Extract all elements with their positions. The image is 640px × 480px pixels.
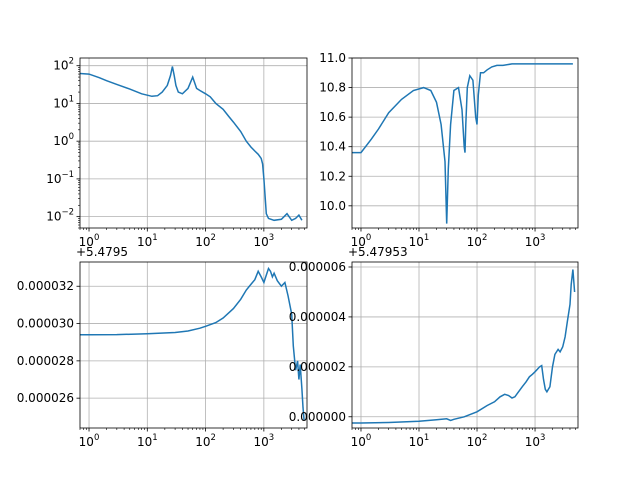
x-tick-label: 103 bbox=[254, 233, 275, 249]
y-tick-label: 0.000028 bbox=[17, 354, 74, 368]
series-line bbox=[352, 269, 576, 424]
y-tick-label: 10.8 bbox=[319, 81, 346, 95]
x-tick-label: 102 bbox=[195, 433, 216, 449]
subplot-4: 100 101 102 103 0.000000 0.000002 0.000004 0.00… bbox=[289, 245, 579, 449]
series-line bbox=[80, 266, 305, 421]
y-tick-label: 102 bbox=[53, 57, 74, 73]
subplot-3: 100 101 102 103 0.000026 0.000028 0.000030 0.00… bbox=[17, 245, 308, 449]
y-tick-label: 10.2 bbox=[319, 169, 346, 183]
y-tick-label: 10.4 bbox=[319, 140, 346, 154]
x-tick-label: 103 bbox=[525, 433, 546, 449]
axes-frame bbox=[79, 57, 308, 229]
axes-frame bbox=[351, 261, 579, 429]
x-tick-label: 100 bbox=[79, 433, 100, 449]
x-tick-label: 100 bbox=[351, 433, 372, 449]
x-tick-label: 103 bbox=[254, 433, 275, 449]
y-tick-label: 11.0 bbox=[319, 51, 346, 65]
y-tick-label: 10.0 bbox=[319, 199, 346, 213]
x-tick-label: 101 bbox=[137, 233, 158, 249]
y-tick-label: 10−1 bbox=[46, 170, 74, 186]
y-tick-label: 101 bbox=[53, 94, 74, 110]
y-tick-label: 0.000030 bbox=[17, 317, 74, 331]
y-offset-label: +5.47953 bbox=[348, 245, 408, 259]
y-tick-label: 0.000002 bbox=[289, 360, 346, 374]
y-tick-label: 0.000026 bbox=[17, 391, 74, 405]
y-tick-label: 10.6 bbox=[319, 110, 346, 124]
x-tick-label: 101 bbox=[409, 233, 430, 249]
x-tick-label: 103 bbox=[525, 233, 546, 249]
series-line bbox=[352, 63, 573, 224]
axes-frame bbox=[351, 57, 579, 229]
y-tick-label: 10−2 bbox=[46, 208, 74, 224]
x-tick-label: 101 bbox=[409, 433, 430, 449]
y-tick-label: 100 bbox=[53, 132, 74, 148]
x-tick-label: 102 bbox=[467, 233, 488, 249]
x-tick-label: 101 bbox=[137, 433, 158, 449]
y-offset-label: +5.4795 bbox=[76, 245, 128, 259]
axes-frame bbox=[79, 261, 308, 429]
x-tick-label: 102 bbox=[195, 233, 216, 249]
y-tick-label: 0.000006 bbox=[289, 260, 346, 274]
subplot-2: 100 101 102 103 10.0 10.2 10.4 10.6 10.8 11.0 bbox=[319, 51, 579, 249]
x-tick-label: 100 bbox=[351, 233, 372, 249]
series-line bbox=[80, 66, 303, 222]
y-tick-label: 0.000004 bbox=[289, 310, 346, 324]
x-tick-label: 102 bbox=[467, 433, 488, 449]
y-tick-label: 0.000032 bbox=[17, 279, 74, 293]
x-tick-label: 100 bbox=[79, 233, 100, 249]
y-tick-label: 0.000000 bbox=[289, 410, 346, 424]
subplot-1: 100 101 102 103 10−2 10−1 100 101 102 bbox=[46, 57, 308, 249]
